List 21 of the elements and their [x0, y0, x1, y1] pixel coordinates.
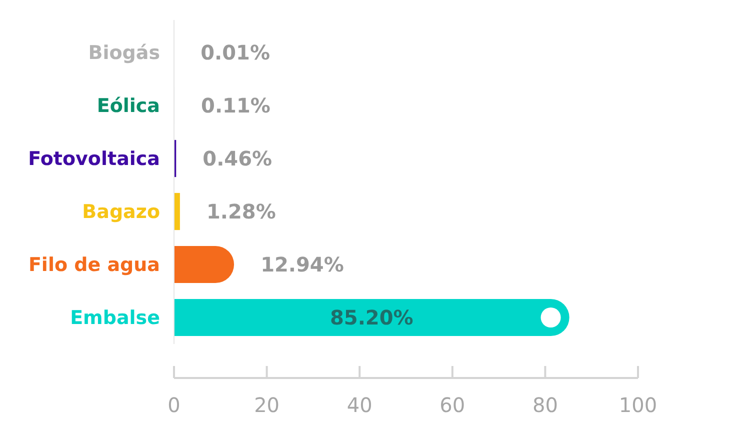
data-label: 0.01%	[200, 40, 270, 64]
data-label: 0.11%	[201, 94, 270, 118]
x-tick-label: 80	[532, 393, 558, 417]
data-label: 85.20%	[330, 306, 414, 330]
y-tick-label: Filo de agua	[28, 254, 160, 276]
data-label: 0.46%	[202, 146, 272, 170]
y-tick-label: Bagazo	[82, 201, 160, 224]
x-tick-label: 60	[440, 393, 466, 417]
x-tick-label: 20	[254, 393, 280, 417]
y-tick-label: Fotovoltaica	[28, 148, 160, 170]
bar	[174, 298, 570, 336]
x-tick-label: 0	[168, 393, 180, 417]
x-tick-label: 40	[346, 393, 372, 417]
bar	[174, 192, 180, 230]
bar	[174, 246, 234, 284]
y-tick-label: Embalse	[70, 307, 160, 330]
data-label: 12.94%	[260, 252, 344, 276]
x-tick-label: 100	[618, 393, 658, 417]
y-tick-label: Biogás	[88, 42, 160, 64]
y-tick-label: Eólica	[96, 95, 160, 118]
data-label: 1.28%	[206, 200, 276, 224]
